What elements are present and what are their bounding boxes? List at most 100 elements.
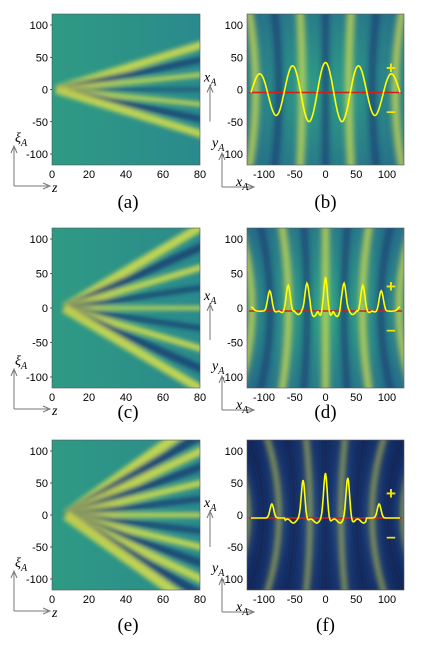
beam-band	[65, 496, 200, 518]
y-tick-label: -50	[32, 117, 48, 129]
x-tick-label: 100	[378, 594, 396, 606]
arrow-head	[218, 576, 226, 586]
panel-caption: (c)	[117, 402, 138, 423]
arrow-head	[218, 374, 226, 384]
x-tick-label: -50	[287, 169, 303, 181]
y-tick-label: 50	[36, 269, 48, 281]
fringe-band	[296, 14, 306, 165]
y-tick-label: 0	[237, 85, 243, 97]
axis-label-z: z	[51, 181, 58, 196]
axis-label-z: z	[51, 404, 58, 419]
x-tick-label: 40	[120, 594, 132, 606]
x-tick-label: 20	[83, 169, 95, 181]
y-tick-label: -100	[26, 149, 48, 161]
x-tick-label: -100	[253, 169, 275, 181]
x-tick-label: 100	[378, 169, 396, 181]
panel-f: 100 50 0 -50 -100 -100 -50 0 50 100 + – xA yA xA (f)	[203, 439, 405, 636]
axis-label-x-subscript: A	[241, 405, 249, 416]
fringe-band	[257, 228, 274, 388]
x-tick-label: 0	[322, 594, 328, 606]
x-tick-label: 50	[350, 594, 362, 606]
fringe-band	[304, 440, 312, 590]
axis-label-z: z	[51, 606, 58, 621]
beam-pattern	[63, 440, 200, 590]
sign-plus: +	[386, 484, 396, 503]
fringe-band	[384, 440, 404, 590]
axis-label-y-subscript: A	[217, 143, 225, 154]
y-tick-label: 100	[225, 446, 243, 458]
beam-band	[63, 305, 200, 331]
axis-label-x-subscript: A	[241, 607, 249, 618]
inner-arrow-label-subscript: A	[209, 78, 217, 89]
inner-arrow-label: xA	[203, 289, 217, 307]
sign-minus: –	[386, 527, 395, 546]
intensity-profile	[250, 61, 401, 123]
x-tick-label: -100	[253, 392, 275, 404]
arrow-head	[246, 608, 256, 616]
y-tick-label: -50	[32, 542, 48, 554]
x-tick-label: 20	[83, 594, 95, 606]
fringe-band	[345, 14, 355, 165]
arrow-head	[42, 607, 52, 615]
x-tick-label: 100	[378, 392, 396, 404]
y-tick-label: 100	[225, 234, 243, 246]
axis-label-xi-subscript: A	[20, 138, 28, 149]
fringe-band	[370, 440, 386, 590]
arrow-head	[10, 144, 18, 154]
fringe-band	[340, 228, 351, 388]
arrow-head	[218, 151, 226, 161]
panel-caption: (b)	[314, 192, 336, 213]
axis-label-x: xA	[235, 600, 249, 618]
beam-band	[55, 56, 200, 93]
x-tick-label: 0	[322, 392, 328, 404]
y-tick-label: -50	[227, 117, 243, 129]
axis-label-xi: ξA	[15, 354, 28, 372]
axis-label-xi: ξA	[15, 556, 28, 574]
x-tick-label: 40	[120, 392, 132, 404]
arrow-head	[206, 509, 214, 519]
beam-band	[63, 264, 200, 312]
axis-label-x: xA	[235, 398, 249, 416]
axis-label-y: yA	[210, 136, 225, 154]
y-tick-label: 100	[225, 20, 243, 32]
arrow-head	[246, 406, 256, 414]
fringe-band	[271, 14, 283, 165]
y-tick-label: 50	[231, 269, 243, 281]
y-tick-label: 0	[237, 510, 243, 522]
intensity-profile	[251, 472, 400, 524]
inner-arrow-label: xA	[203, 496, 217, 514]
beam-band	[54, 85, 200, 138]
y-tick-label: 100	[30, 20, 48, 32]
fringe-band	[353, 440, 368, 590]
x-tick-label: 0	[49, 169, 55, 181]
beam-band	[63, 510, 180, 590]
panel-caption: (e)	[117, 615, 138, 636]
x-tick-label: -50	[287, 594, 303, 606]
beam-pattern	[54, 41, 200, 138]
x-tick-label: 0	[49, 392, 55, 404]
beam-band	[55, 72, 200, 92]
inner-arrow-label-subscript: A	[209, 296, 217, 307]
inner-arrow-label: xA	[203, 71, 217, 89]
arrow-head	[42, 182, 52, 190]
fringe-band	[400, 485, 404, 545]
y-tick-label: 0	[42, 303, 48, 315]
sign-minus: –	[386, 102, 395, 121]
fringe-band	[339, 440, 347, 590]
plot-frame	[246, 227, 405, 389]
x-tick-label: 80	[194, 594, 206, 606]
beam-band	[61, 304, 200, 388]
x-tick-label: 80	[194, 169, 206, 181]
panel-b: 100 50 0 -50 -100 -100 -50 0 50 100 + – xA yA xA (b)	[203, 13, 405, 213]
panel-caption: (f)	[316, 615, 335, 636]
y-tick-label: 0	[237, 303, 243, 315]
y-tick-label: -100	[221, 149, 243, 161]
y-tick-label: -100	[221, 372, 243, 384]
y-tick-label: -100	[26, 372, 48, 384]
x-tick-label: 80	[194, 392, 206, 404]
